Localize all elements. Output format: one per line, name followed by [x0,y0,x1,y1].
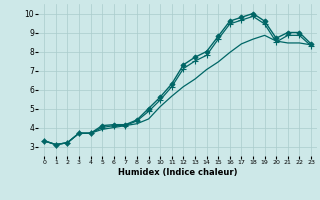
X-axis label: Humidex (Indice chaleur): Humidex (Indice chaleur) [118,168,237,177]
